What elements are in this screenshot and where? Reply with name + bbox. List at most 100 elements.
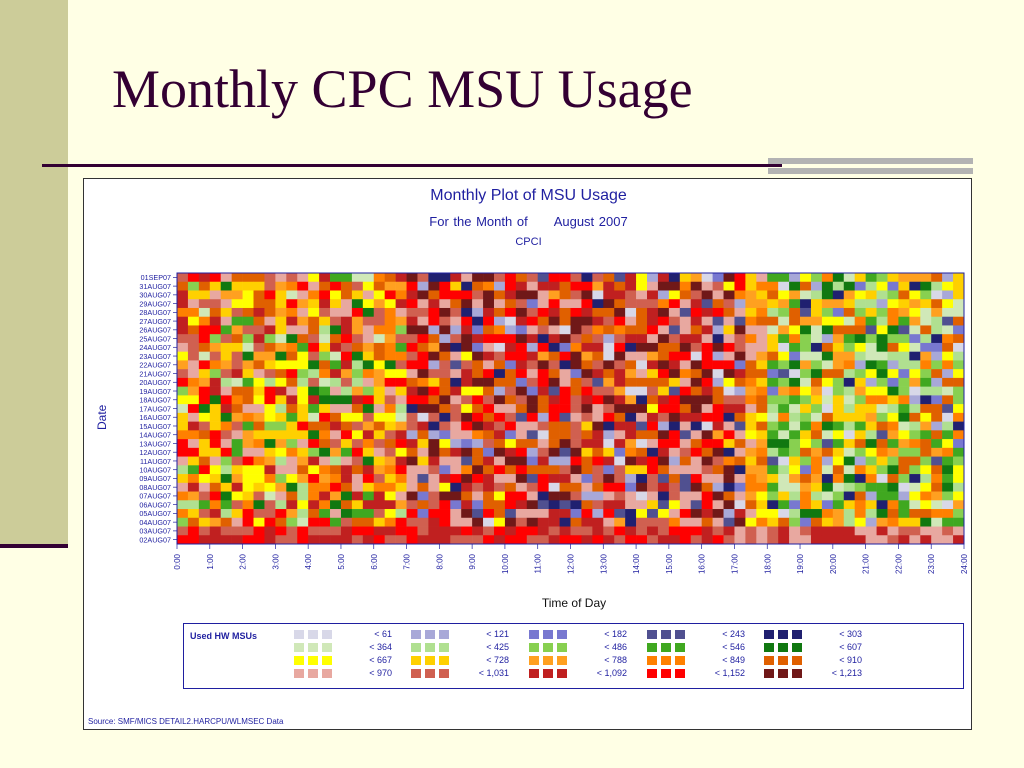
legend-swatch <box>294 669 304 678</box>
heatmap-cell <box>264 334 276 344</box>
heatmap-cell <box>614 509 626 519</box>
heatmap-cell <box>909 273 921 283</box>
heatmap-cell <box>373 290 385 300</box>
heatmap-cell <box>472 456 484 466</box>
heatmap-cell <box>821 447 834 457</box>
heatmap-cell <box>526 395 539 405</box>
heatmap-cell <box>712 290 724 300</box>
heatmap-cell <box>843 535 855 545</box>
heatmap-cell <box>625 491 637 501</box>
heatmap-cell <box>515 307 528 318</box>
heatmap-cell <box>647 299 659 309</box>
heatmap-cell <box>406 404 418 414</box>
heatmap-cell <box>636 474 648 484</box>
heatmap-cell <box>734 404 746 414</box>
heatmap-cell <box>843 299 855 309</box>
heatmap-cell <box>286 447 298 457</box>
heatmap-cell <box>756 281 768 291</box>
heatmap-cell <box>723 535 735 545</box>
heatmap-cell <box>526 307 539 318</box>
heatmap-cell <box>647 482 659 492</box>
heatmap-cell <box>898 369 910 379</box>
heatmap-cell <box>253 447 265 457</box>
heatmap-cell <box>308 404 320 414</box>
heatmap-cell <box>603 395 615 405</box>
heatmap-cell <box>319 439 331 449</box>
heatmap-cell <box>832 447 845 457</box>
heatmap-cell <box>876 404 888 414</box>
heatmap-cell <box>625 517 637 527</box>
heatmap-cell <box>198 281 211 291</box>
heatmap-cell <box>920 491 932 501</box>
heatmap-cell <box>789 290 801 300</box>
heatmap-cell <box>515 456 528 466</box>
heatmap-cell <box>330 342 342 352</box>
heatmap-cell <box>177 500 189 510</box>
x-tick-label: 19:00 <box>796 553 805 574</box>
heatmap-cell <box>472 325 484 335</box>
heatmap-cell <box>942 325 954 335</box>
heatmap-cell <box>603 351 615 361</box>
heatmap-cell <box>909 404 921 414</box>
y-tick-label: 01SEP07 <box>141 273 171 282</box>
heatmap-cell <box>603 500 615 510</box>
heatmap-cell <box>854 342 866 352</box>
heatmap-cell <box>920 377 932 387</box>
heatmap-cell <box>832 351 845 361</box>
heatmap-cell <box>483 290 495 300</box>
heatmap-cell <box>778 369 790 379</box>
heatmap-cell <box>297 491 309 501</box>
heatmap-cell <box>275 342 287 352</box>
heatmap-cell <box>362 360 375 370</box>
heatmap-cell <box>668 360 681 370</box>
heatmap-cell <box>242 351 254 361</box>
heatmap-cell <box>821 509 834 519</box>
slide-left-bar <box>0 0 68 548</box>
heatmap-cell <box>198 491 211 501</box>
heatmap-cell <box>942 395 954 405</box>
heatmap-cell <box>406 509 418 519</box>
heatmap-cell <box>876 482 888 492</box>
heatmap-cell <box>187 299 200 309</box>
heatmap-cell <box>909 509 921 519</box>
heatmap-cell <box>504 290 517 300</box>
heatmap-cell <box>406 351 418 361</box>
heatmap-cell <box>931 491 943 501</box>
heatmap-cell <box>198 439 211 449</box>
heatmap-cell <box>340 334 353 344</box>
heatmap-cell <box>209 517 222 527</box>
legend-swatch <box>647 630 657 639</box>
heatmap-cell <box>854 509 866 519</box>
heatmap-cell <box>712 325 724 335</box>
heatmap-cell <box>647 351 659 361</box>
heatmap-cell <box>253 474 265 484</box>
heatmap-cell <box>548 325 560 335</box>
heatmap-cell <box>723 351 735 361</box>
heatmap-cell <box>570 412 582 422</box>
heatmap-cell <box>297 447 309 457</box>
heatmap-cell <box>876 334 888 344</box>
heatmap-cell <box>253 351 265 361</box>
heatmap-cell <box>679 517 692 527</box>
x-tick-label: 4:00 <box>304 553 313 569</box>
heatmap-cell <box>515 334 528 344</box>
heatmap-cell <box>264 430 276 440</box>
heatmap-cell <box>723 447 735 457</box>
heatmap-cell <box>395 465 407 475</box>
heatmap-cell <box>351 404 364 414</box>
heatmap-cell <box>745 439 757 449</box>
heatmap-cell <box>745 369 757 379</box>
heatmap-cell <box>887 377 899 387</box>
heatmap-cell <box>887 299 899 309</box>
heatmap-cell <box>537 290 549 300</box>
heatmap-cell <box>275 517 287 527</box>
heatmap-cell <box>483 447 495 457</box>
legend-swatch <box>425 630 435 639</box>
heatmap-cell <box>472 377 484 387</box>
heatmap-cell <box>942 509 954 519</box>
heatmap-cell <box>417 342 429 352</box>
y-tick-label: 22AUG07 <box>139 361 171 370</box>
heatmap-cell <box>198 474 211 484</box>
heatmap-cell <box>909 281 921 291</box>
heatmap-cell <box>789 474 801 484</box>
